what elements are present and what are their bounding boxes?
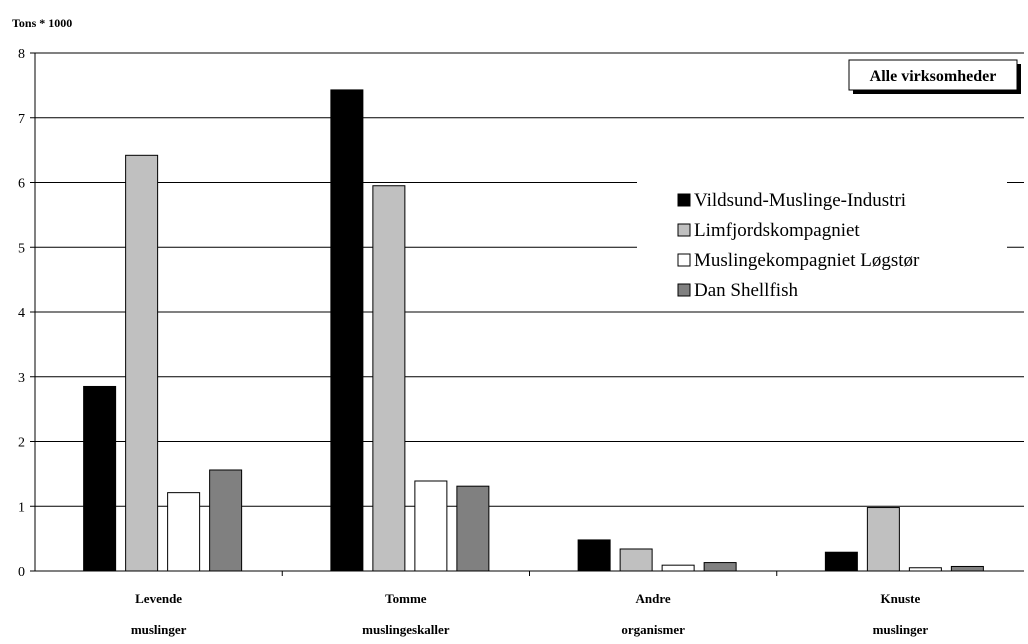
bar	[209, 469, 243, 572]
y-tick-label: 2	[18, 436, 25, 451]
y-tick-label: 6	[18, 177, 25, 192]
category-label: organismer	[621, 622, 685, 637]
legend-background	[637, 178, 1007, 308]
category-label: Tomme	[385, 591, 427, 606]
bar	[83, 385, 117, 572]
y-tick-label: 3	[18, 371, 25, 386]
bar	[330, 89, 364, 572]
bar	[661, 564, 695, 572]
legend-swatch	[677, 253, 691, 267]
category-label: muslinger	[873, 622, 929, 637]
legend-swatch	[677, 223, 691, 237]
bar	[950, 565, 984, 572]
category-label: Knuste	[881, 591, 921, 606]
legend: Vildsund-Muslinge-Industri Limfjordskompa…	[637, 178, 1007, 308]
legend-swatch	[677, 283, 691, 297]
bar	[456, 485, 490, 572]
badge-text: Alle virksomheder	[870, 68, 997, 85]
y-tick-label: 1	[18, 500, 25, 515]
bar	[372, 185, 406, 572]
legend-label: Dan Shellfish	[694, 280, 798, 301]
category-label: Levende	[135, 591, 182, 606]
y-tick-label: 7	[18, 112, 25, 127]
axes	[34, 53, 1024, 572]
legend-label: Limfjordskompagniet	[694, 220, 860, 241]
y-tick-labels: 0 1 2 3 4 5 6 7 8	[18, 47, 25, 580]
y-tick-label: 4	[18, 306, 25, 321]
legend-label: Vildsund-Muslinge-Industri	[694, 190, 906, 211]
y-tick-label: 5	[18, 241, 25, 256]
bar	[824, 551, 858, 572]
bar	[866, 507, 900, 572]
legend-badge: Alle virksomheder	[848, 59, 1021, 94]
y-tick-label: 8	[18, 47, 25, 62]
bars	[83, 89, 984, 576]
legend-label: Muslingekompagniet Løgstør	[694, 250, 920, 271]
y-axis-label: Tons * 1000	[12, 16, 72, 30]
bar	[414, 480, 448, 572]
y-tick-label: 0	[18, 565, 25, 580]
bar	[619, 548, 653, 572]
bar	[577, 539, 611, 572]
legend-swatch	[677, 193, 691, 207]
badge-box	[848, 59, 1018, 91]
bar	[703, 562, 737, 572]
category-label: muslingeskaller	[362, 622, 450, 637]
bar	[125, 154, 159, 572]
category-labels: Levende muslinger Tomme muslingeskaller Andr…	[131, 591, 929, 637]
bar	[167, 492, 201, 572]
category-label: muslinger	[131, 622, 187, 637]
category-label: Andre	[636, 591, 671, 606]
